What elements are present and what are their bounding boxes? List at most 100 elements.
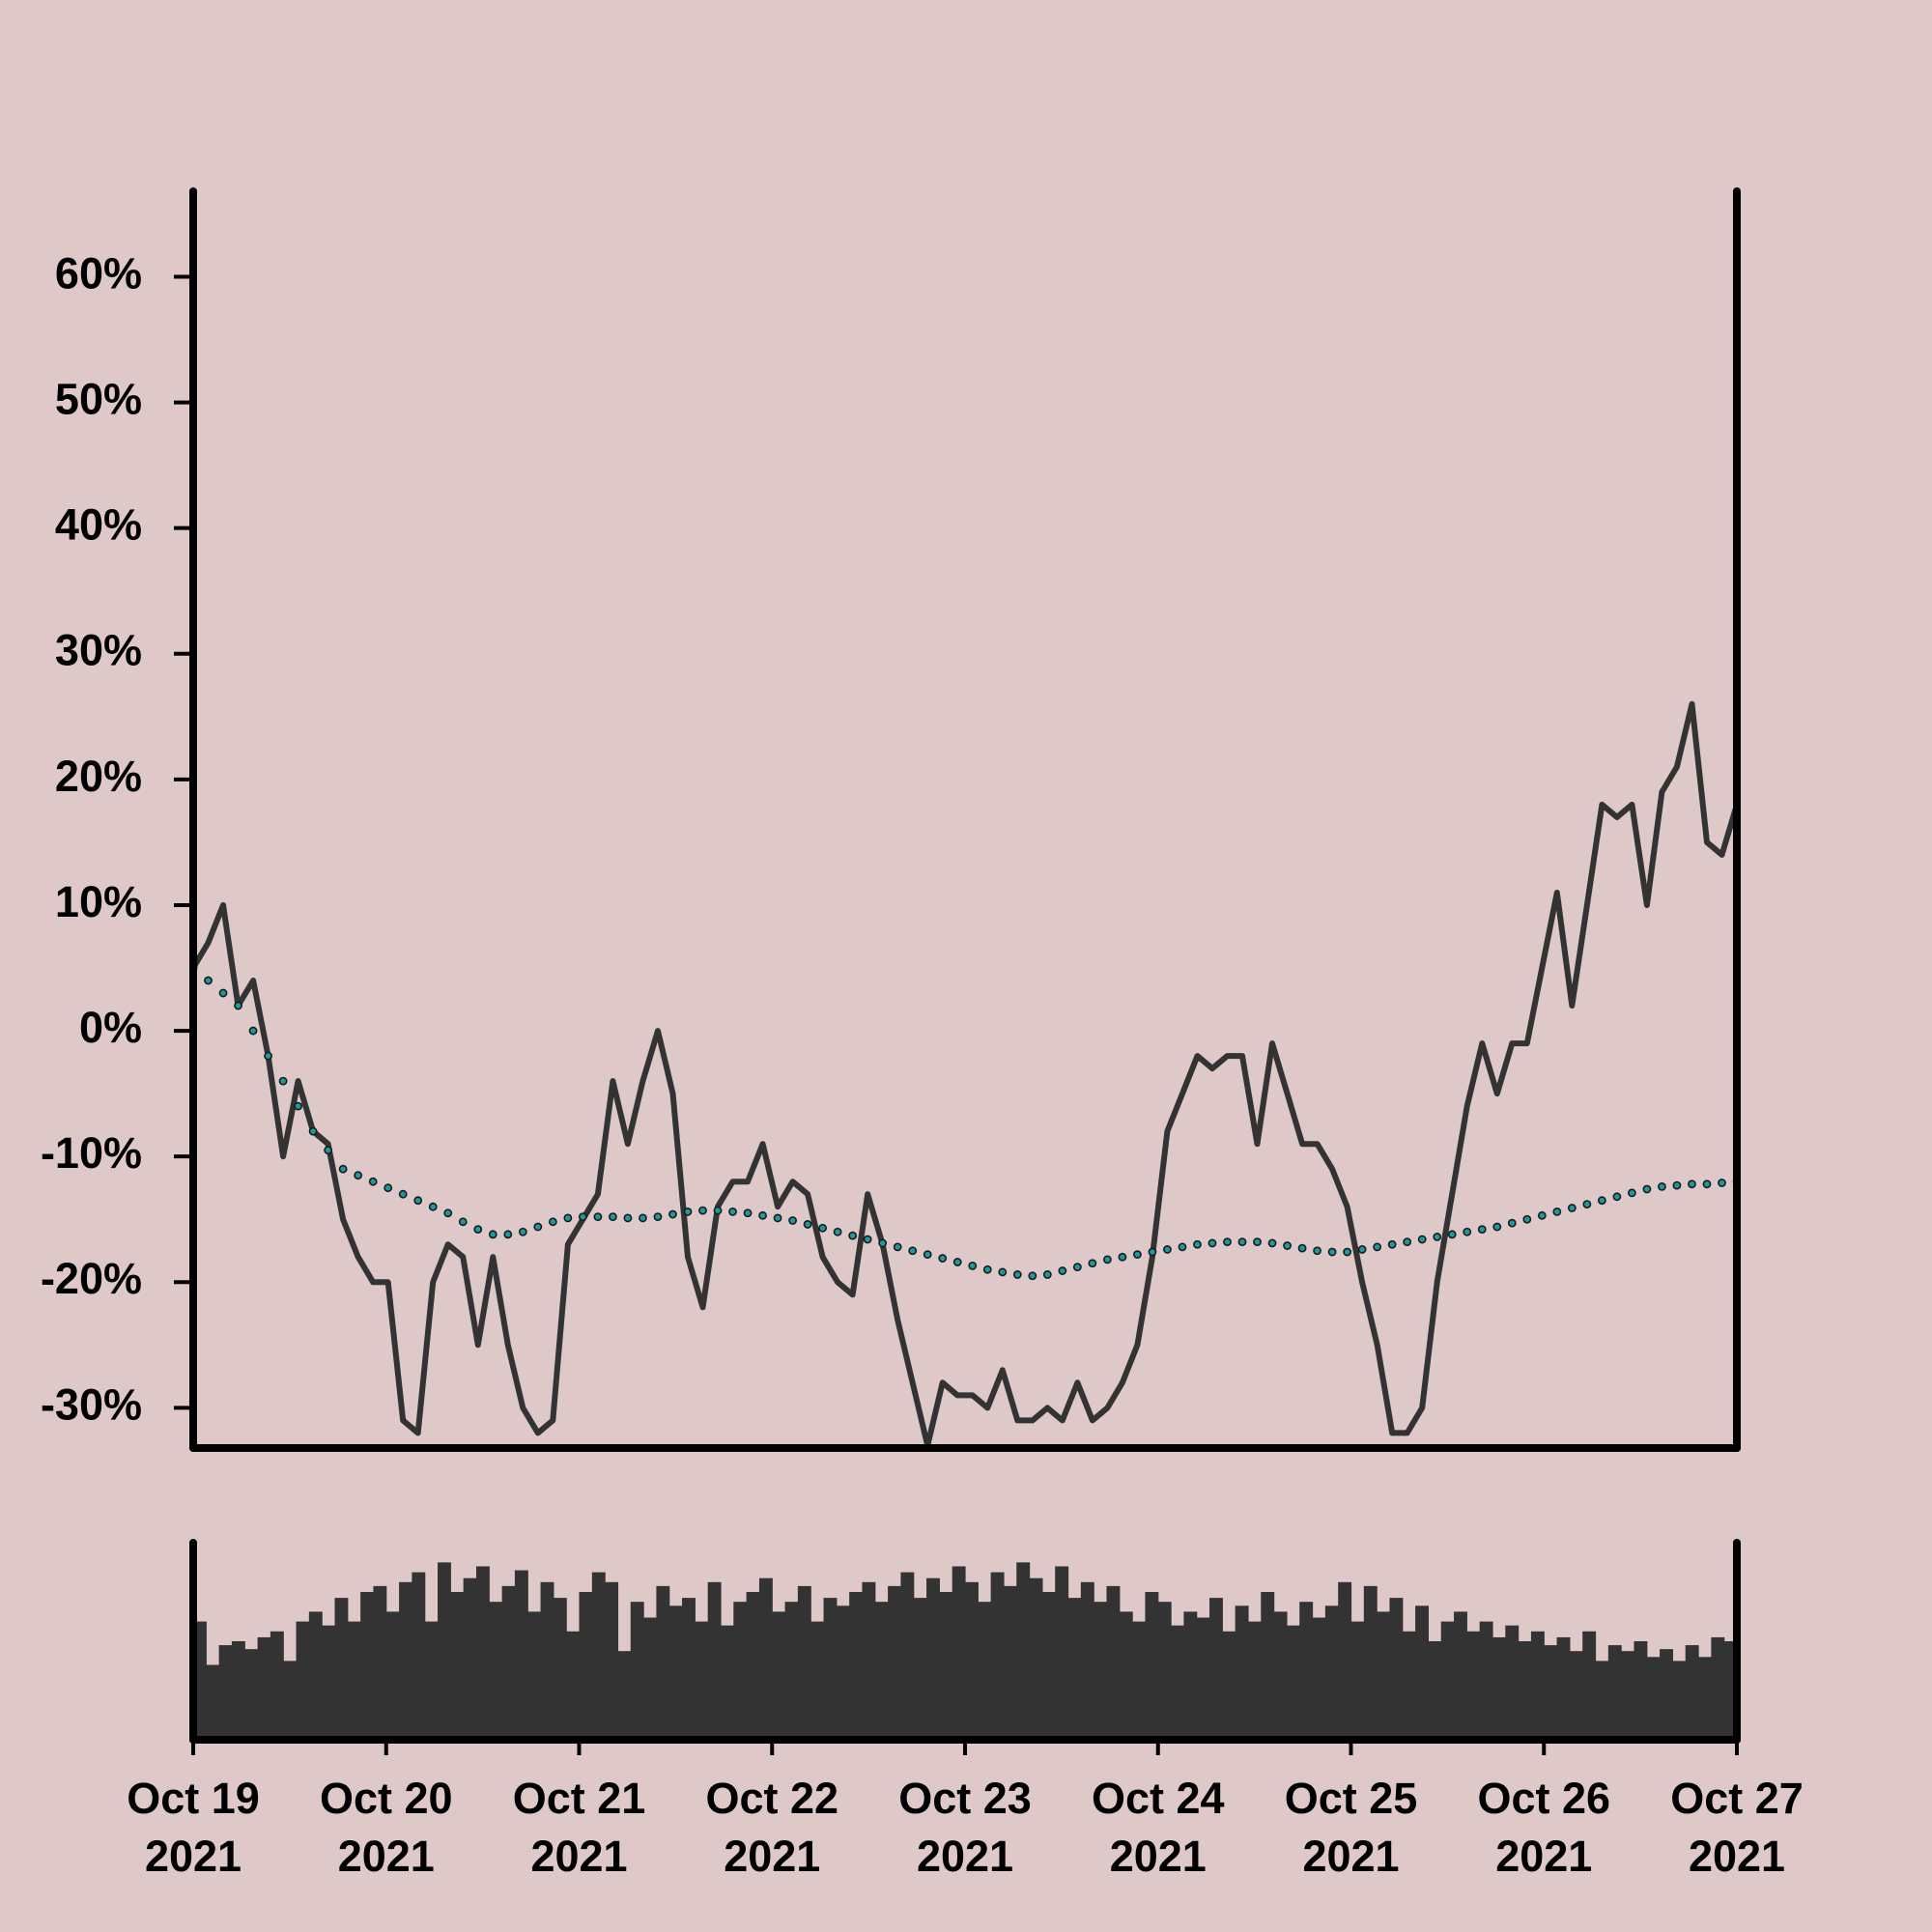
ma-dot — [384, 1183, 393, 1193]
ma-dot — [788, 1216, 797, 1225]
ma-dot — [1658, 1181, 1666, 1191]
y-tick-label: 30% — [55, 626, 142, 675]
x-tick-label-line: 2021 — [338, 1832, 435, 1881]
volume-bar — [1171, 1625, 1184, 1740]
ma-dot — [294, 1101, 303, 1111]
ma-dot — [1702, 1179, 1712, 1189]
ma-dot — [758, 1210, 767, 1220]
volume-bar — [720, 1625, 734, 1740]
ma-dot — [1357, 1245, 1367, 1254]
volume-bar — [1299, 1602, 1314, 1740]
volume-bar — [1363, 1585, 1378, 1740]
volume-bar — [707, 1581, 722, 1740]
ma-dot — [1118, 1252, 1127, 1262]
x-tick-label: Oct 19 2021 — [127, 1774, 260, 1881]
ma-dot — [1463, 1227, 1472, 1236]
y-tick-label: 40% — [55, 500, 142, 550]
volume-bar — [758, 1577, 773, 1740]
volume-bar — [1261, 1592, 1275, 1740]
ma-dot — [593, 1212, 603, 1222]
volume-bar — [926, 1577, 940, 1740]
volume-bar — [347, 1621, 361, 1740]
ma-dot — [1343, 1247, 1352, 1257]
ma-dot — [923, 1250, 932, 1260]
x-tick-label: Oct 22 2021 — [705, 1774, 838, 1881]
y-tick-label: 60% — [55, 248, 142, 298]
ma-dot — [1447, 1230, 1457, 1239]
volume-bar — [566, 1631, 581, 1740]
volume-bar — [296, 1621, 310, 1740]
volume-bar — [888, 1585, 902, 1740]
volume-bar — [849, 1592, 864, 1740]
x-tick-label-line: Oct 21 — [513, 1774, 646, 1823]
y-tick-label: -10% — [41, 1128, 142, 1178]
ma-dot — [1208, 1238, 1217, 1248]
x-tick-label-line: Oct 27 — [1670, 1774, 1804, 1823]
volume-bar — [424, 1621, 439, 1740]
volume-bar — [1556, 1636, 1571, 1740]
volume-bar — [475, 1566, 490, 1740]
volume-bar — [1041, 1592, 1056, 1740]
ma-dot — [1012, 1270, 1022, 1279]
volume-bar — [862, 1581, 876, 1740]
volume-bar — [244, 1649, 259, 1740]
volume-bar — [540, 1581, 554, 1740]
ma-dot — [713, 1206, 723, 1215]
volume-bar — [1324, 1605, 1339, 1740]
y-tick-label: 0% — [79, 1003, 142, 1052]
x-tick-label-line: Oct 25 — [1285, 1774, 1418, 1823]
volume-bar — [527, 1611, 542, 1740]
volume-bar — [1389, 1598, 1404, 1740]
ma-dot — [308, 1126, 318, 1136]
ma-dot — [1163, 1245, 1172, 1254]
volume-bar — [1607, 1645, 1622, 1740]
ma-dot — [982, 1264, 992, 1274]
volume-bar — [900, 1572, 915, 1740]
volume-bar — [1119, 1611, 1133, 1740]
ma-dot — [518, 1227, 527, 1236]
ma-dot — [1237, 1237, 1247, 1247]
ma-dot — [908, 1246, 918, 1256]
volume-bar — [1247, 1621, 1262, 1740]
ma-dot — [1627, 1188, 1636, 1198]
volume-bar — [257, 1636, 271, 1740]
ma-dot — [968, 1261, 978, 1270]
ma-dot — [324, 1146, 333, 1155]
volume-bar — [283, 1661, 298, 1740]
volume-bar — [1660, 1649, 1674, 1740]
volume-bar — [1094, 1602, 1108, 1740]
ma-dot — [248, 1026, 258, 1036]
ma-dot — [1688, 1179, 1696, 1189]
ma-dot — [668, 1209, 677, 1219]
volume-bar — [1440, 1621, 1455, 1740]
volume-bar — [1415, 1605, 1429, 1740]
volume-bar — [1080, 1581, 1094, 1740]
ma-dot — [1133, 1250, 1142, 1260]
volume-bar — [1634, 1641, 1648, 1740]
ma-dot — [563, 1213, 573, 1223]
ma-dot — [1267, 1238, 1277, 1248]
volume-bar — [746, 1592, 760, 1740]
volume-bar — [1569, 1651, 1583, 1740]
volume-bar — [939, 1592, 953, 1740]
volume-bar — [1479, 1621, 1493, 1740]
ma-dot — [863, 1235, 872, 1244]
ma-dot — [1522, 1214, 1532, 1224]
volume-bar — [412, 1572, 426, 1740]
volume-bar — [1672, 1661, 1687, 1740]
ma-dot — [1433, 1233, 1442, 1241]
ma-dot — [218, 988, 228, 998]
volume-bar — [1428, 1641, 1442, 1740]
volume-bar — [682, 1598, 696, 1740]
volume-bar — [978, 1602, 992, 1740]
x-tick-label: Oct 23 2021 — [898, 1774, 1032, 1881]
ma-dot — [998, 1267, 1008, 1277]
ma-dot — [1148, 1247, 1157, 1257]
volume-bar — [1466, 1631, 1481, 1740]
volume-bar — [450, 1592, 465, 1740]
ma-dot — [428, 1202, 438, 1211]
ma-dot — [728, 1208, 737, 1216]
ma-dot — [818, 1223, 828, 1233]
volume-bar — [784, 1602, 799, 1740]
volume-bar — [1505, 1625, 1520, 1740]
